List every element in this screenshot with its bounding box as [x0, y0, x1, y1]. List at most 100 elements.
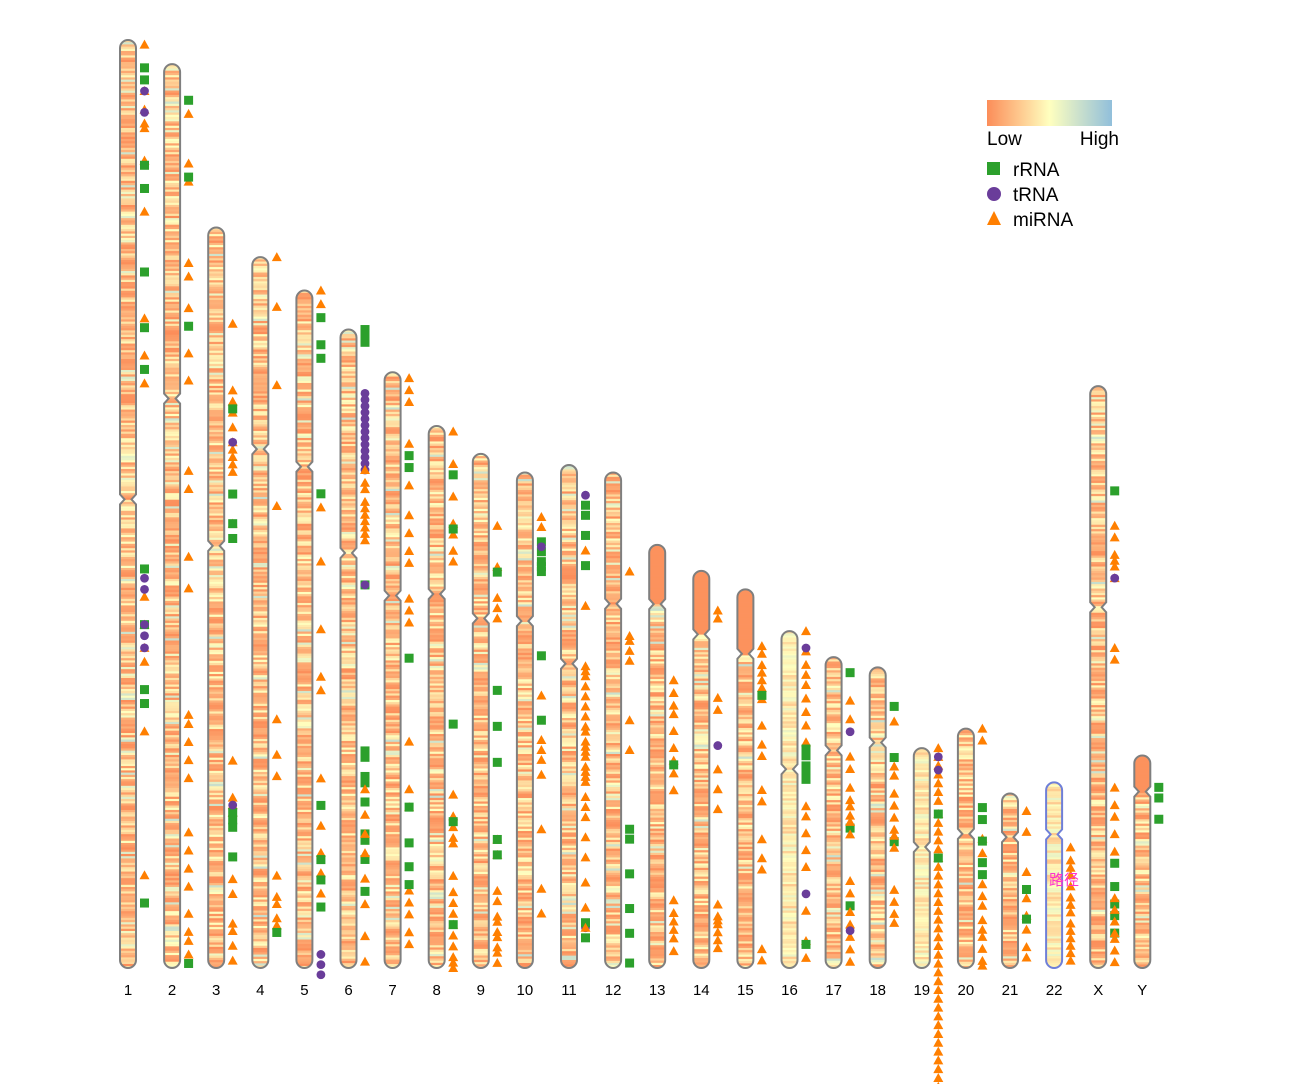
- chromosome-8-band: [428, 852, 445, 856]
- chromosome-2-band: [164, 431, 181, 434]
- chromosome-11-band: [561, 894, 577, 897]
- chromosome-3-band: [208, 823, 225, 827]
- chromosome-2-band: [164, 638, 181, 641]
- chromosome-12-band: [605, 765, 622, 768]
- chromosome-11-band: [561, 517, 577, 521]
- chromosome-2-band: [164, 805, 181, 808]
- chromosome-2-band: [164, 829, 181, 833]
- chromosome-6-band: [340, 725, 357, 728]
- chromosome-8-band: [428, 610, 445, 614]
- chromosome-4-band: [252, 789, 269, 792]
- chromosome-1-band: [120, 356, 136, 360]
- chromosome-11-band: [561, 504, 577, 508]
- chromosome-20-band: [957, 924, 974, 927]
- chromosome-8-band: [428, 560, 445, 563]
- chromosome-10-band: [516, 483, 533, 486]
- chromosome-14-band: [693, 632, 710, 635]
- chromosome-8-band: [428, 527, 445, 530]
- chromosome-11-band: [561, 922, 577, 926]
- chromosome-2-band: [164, 534, 181, 538]
- chromosome-10-band: [516, 952, 533, 955]
- chromosome-3-band: [208, 337, 225, 340]
- chromosome-11-band: [561, 920, 577, 923]
- chromosome-11-band: [561, 645, 577, 648]
- chromosome-9-band: [472, 810, 489, 813]
- chromosome-10-band: [516, 914, 533, 918]
- chromosome-1-band: [120, 352, 136, 355]
- chromosome-11-band: [561, 704, 577, 708]
- chromosome-14-band: [693, 658, 710, 662]
- chromosome-1-band: [120, 781, 136, 784]
- chromosome-14-band: [693, 678, 710, 682]
- chromosome-13-band: [649, 791, 666, 794]
- chromosome-14-band: [693, 601, 710, 605]
- chromosome-9-band: [472, 816, 489, 820]
- chromosome-14-band: [693, 669, 710, 673]
- chromosome-3-band: [208, 304, 225, 307]
- chromosome-5-band: [296, 484, 313, 487]
- chromosome-1-band: [120, 191, 136, 195]
- chromosome-15-band: [737, 708, 754, 711]
- chromosome-1-band: [120, 915, 136, 918]
- chromosome-6-band: [340, 683, 357, 687]
- chromosome-5-band: [296, 717, 313, 720]
- chromosome-1-band: [120, 405, 136, 408]
- chromosome-12-band: [605, 857, 622, 860]
- chromosome-5-band: [296, 347, 313, 351]
- chromosome-3-band: [208, 660, 225, 664]
- chromosome-10-band: [516, 912, 533, 915]
- chromosome-2-band: [164, 237, 181, 241]
- chromosome-13-band: [649, 758, 666, 761]
- chromosome-12-band: [605, 525, 622, 528]
- chromosome-17-band: [825, 703, 842, 706]
- chromosome-14-band: [693, 832, 710, 836]
- chromosome-8-band: [428, 454, 445, 458]
- chromosome-2-band: [164, 231, 181, 234]
- chromosome-2-band: [164, 759, 181, 762]
- chromosome-16-band: [781, 635, 798, 638]
- chromosome-7-band: [384, 504, 401, 507]
- chromosome-19-band: [913, 946, 930, 949]
- chromosome-12-band: [605, 791, 622, 794]
- chromosome-14-band: [693, 837, 710, 840]
- chromosome-9-band: [472, 733, 489, 736]
- chromosome-13-band: [649, 769, 666, 772]
- chromosome-10-band: [516, 705, 533, 709]
- chromosome-5-band: [296, 858, 313, 861]
- chromosome-8-band: [428, 839, 445, 843]
- chromosome-14-band: [693, 867, 710, 871]
- chromosome-1-band: [120, 257, 136, 261]
- chromosome-19-band: [913, 937, 930, 940]
- chromosome-9-band: [472, 931, 489, 934]
- chromosome-18-band: [869, 722, 886, 725]
- chromosome-1-band: [120, 851, 136, 855]
- chromosome-15-band: [737, 899, 754, 902]
- chromosome-10-band: [516, 776, 533, 779]
- chromosome-4-band: [252, 364, 269, 368]
- chromosome-1-band: [120, 869, 136, 872]
- chromosome-10-band: [516, 745, 533, 748]
- chromosome-20-band: [957, 827, 974, 830]
- chromosome-10-band: [516, 864, 533, 867]
- chromosome-3-band: [208, 770, 225, 774]
- chromosome-6-band: [340, 648, 357, 651]
- chromosome-10-band: [516, 571, 533, 574]
- chromosome-9-band: [472, 920, 489, 923]
- chromosome-5-band: [296, 877, 313, 881]
- chromosome-3-band: [208, 410, 225, 413]
- chromosome-10-band: [516, 624, 533, 627]
- chromosome-20-band: [957, 882, 974, 885]
- chromosome-9-band: [472, 924, 489, 928]
- chromosome-2-band: [164, 473, 181, 476]
- chromosome-14-band: [693, 691, 710, 695]
- chromosome-1-band: [120, 840, 136, 844]
- chromosome-6-band: [340, 514, 357, 517]
- chromosome-8-band: [428, 641, 445, 645]
- chromosome-2-band: [164, 820, 181, 824]
- chromosome-12-band: [605, 760, 622, 764]
- chromosome-22-band: [1046, 943, 1063, 946]
- chromosome-6-band: [340, 685, 357, 689]
- chromosome-7-band: [384, 680, 401, 683]
- chromosome-2-band: [164, 748, 181, 751]
- chromosome-10-band: [516, 729, 533, 733]
